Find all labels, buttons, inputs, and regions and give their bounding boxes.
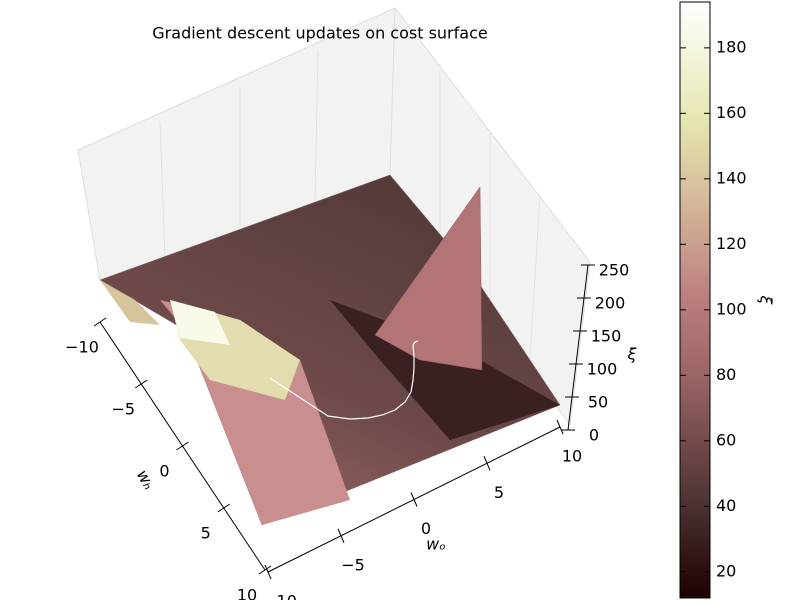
- tick-label: 5: [494, 483, 504, 502]
- tick-mark: [258, 565, 272, 575]
- tick-label: 0: [589, 426, 599, 445]
- colorbar-tick-label: 80: [716, 365, 736, 384]
- colorbar-tick-label: 120: [716, 234, 747, 253]
- colorbar: [679, 1, 711, 599]
- axes-panes: [77, 7, 591, 427]
- tick-label: 200: [595, 294, 626, 313]
- surface: [99, 174, 561, 526]
- tick-mark: [556, 419, 564, 435]
- tick-label: 0: [421, 519, 431, 538]
- tick-mark: [410, 492, 418, 507]
- colorbar-tick-label: 60: [716, 430, 736, 449]
- y-axis-label: wₕ: [133, 466, 159, 492]
- axis-line: [567, 264, 589, 431]
- tick-label: 50: [588, 393, 608, 412]
- tick-label: 0: [159, 462, 169, 481]
- tick-label: 150: [591, 327, 622, 346]
- tick-label: 10: [237, 586, 257, 601]
- colorbar-tick-label: 140: [716, 168, 747, 187]
- x-axis-label: wₒ: [426, 535, 446, 554]
- colorbar-tick-label: 40: [716, 496, 736, 515]
- tick-mark: [337, 528, 345, 543]
- descent-path: [269, 340, 419, 420]
- colorbar-tick-label: 160: [716, 103, 747, 122]
- tick-label: −5: [111, 400, 135, 419]
- tick-mark: [217, 503, 231, 513]
- tick-mark: [264, 564, 272, 580]
- tick-mark: [134, 379, 148, 389]
- tick-mark: [176, 441, 189, 451]
- tick-mark: [93, 317, 107, 327]
- tick-label: −10: [65, 338, 99, 357]
- z-axis-label: ξ: [627, 345, 638, 364]
- colorbar-tick-label: 180: [716, 37, 747, 56]
- colorbar-tick-label: 20: [716, 561, 736, 580]
- tick-label: 10: [562, 447, 582, 466]
- tick-label: 250: [599, 261, 630, 280]
- colorbar-label: ξ: [757, 295, 776, 306]
- colorbar-tick-label: 100: [716, 299, 747, 318]
- tick-label: −10: [263, 592, 297, 601]
- tick-mark: [483, 456, 491, 471]
- tick-label: −5: [341, 555, 365, 574]
- tick-label: 100: [587, 360, 618, 379]
- chart-title: Gradient descent updates on cost surface: [152, 24, 487, 43]
- tick-label: 5: [201, 524, 211, 543]
